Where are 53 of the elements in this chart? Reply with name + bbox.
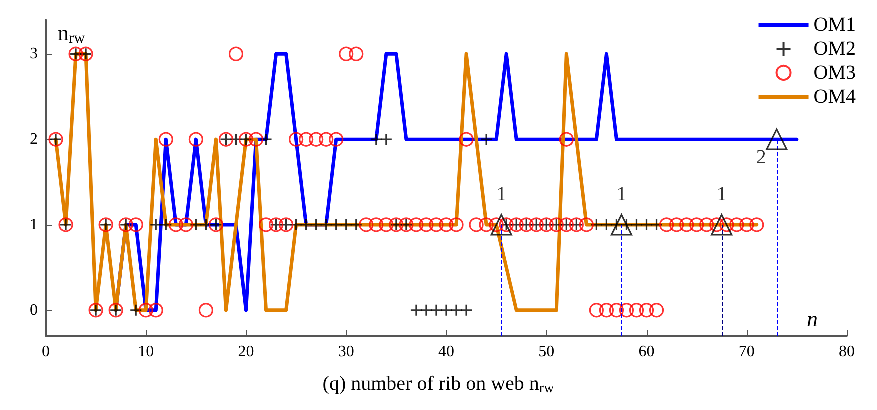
point (490, 214, 512, 236)
point (160, 218, 172, 232)
legend-label: OM3 (814, 62, 856, 84)
point (300, 218, 313, 232)
point (640, 218, 654, 232)
x-tick-label: 80 (839, 344, 855, 360)
point (190, 218, 202, 232)
point (230, 133, 243, 146)
point (340, 218, 353, 232)
point (310, 218, 323, 232)
point (440, 304, 453, 317)
x-tick-label: 10 (138, 344, 154, 360)
point (420, 304, 433, 317)
y-tick-label: 2 (30, 131, 38, 148)
point (590, 218, 603, 232)
point (450, 304, 463, 317)
y-tick-label: 0 (30, 302, 38, 319)
point (370, 133, 383, 146)
point (130, 304, 142, 317)
annotation: 1 (716, 183, 727, 206)
x-tick-label: 60 (638, 344, 655, 360)
point (150, 218, 162, 232)
point (410, 304, 423, 317)
legend-label: OM2 (814, 38, 856, 60)
y-tick-label: 3 (30, 46, 38, 63)
x-tick-label: 0 (42, 344, 50, 360)
point (630, 218, 644, 232)
point (480, 133, 493, 146)
point (330, 218, 343, 232)
x-tick-label: 70 (738, 344, 755, 360)
annotation: 1 (496, 183, 507, 206)
point (380, 133, 393, 146)
x-tick-label: 30 (338, 344, 354, 360)
x-tick-label: 40 (438, 344, 454, 360)
x-tick-label: 50 (538, 344, 555, 360)
annotation: 1 (616, 183, 627, 206)
point (320, 218, 333, 232)
y-tick-label: 1 (30, 216, 38, 234)
point (600, 218, 613, 232)
point (350, 218, 363, 232)
point (610, 214, 633, 236)
legend-label: OM1 (814, 14, 856, 36)
point (460, 304, 473, 317)
point (430, 304, 443, 317)
legend-label: OM4 (814, 86, 856, 108)
point (650, 218, 664, 232)
point (711, 214, 733, 236)
point (260, 133, 273, 146)
x-tick-label: 20 (238, 344, 254, 360)
x-axis-title: n (807, 306, 818, 332)
annotation: 2 (756, 146, 766, 169)
point (290, 218, 303, 232)
point (766, 128, 788, 150)
